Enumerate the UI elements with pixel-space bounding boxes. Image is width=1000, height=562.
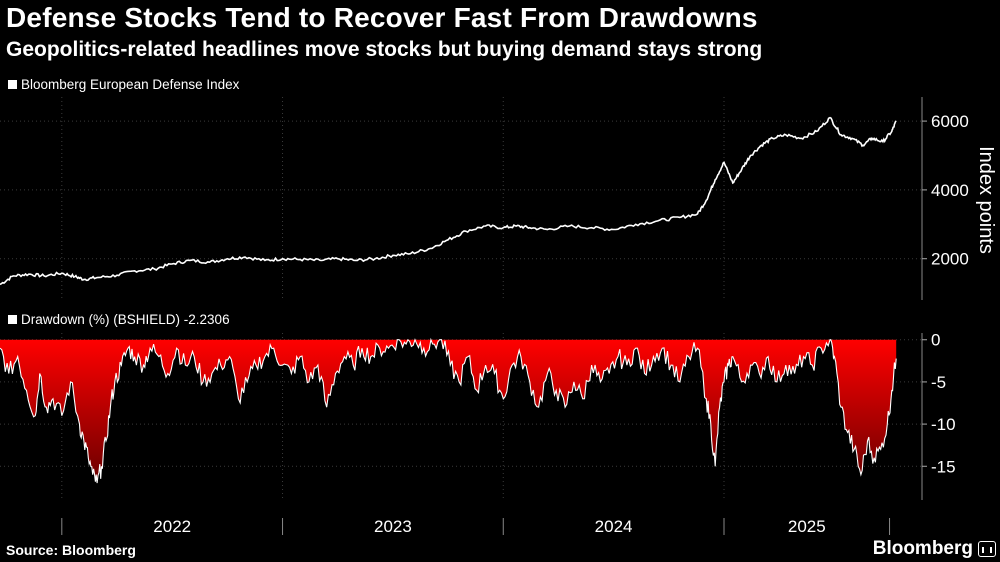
drawdown-line bbox=[0, 337, 897, 484]
index-y-tick-label: 6000 bbox=[931, 112, 969, 131]
brand-name: Bloomberg bbox=[872, 538, 973, 559]
index-gridlines bbox=[0, 97, 922, 300]
index-line bbox=[0, 116, 897, 286]
index-y-tick-label: 4000 bbox=[931, 181, 969, 200]
drawdown-legend-swatch bbox=[8, 315, 17, 324]
drawdown-y-tick-label: -5 bbox=[931, 373, 946, 392]
drawdown-area bbox=[0, 339, 897, 484]
bloomberg-terminal-icon bbox=[978, 541, 996, 557]
drawdown-y-tick-label: -15 bbox=[931, 457, 956, 476]
drawdown-legend: Drawdown (%) (BSHIELD) -2.2306 bbox=[8, 312, 230, 327]
x-axis-tick-label: 2024 bbox=[595, 517, 633, 536]
x-axis-tick-label: 2022 bbox=[153, 517, 191, 536]
x-axis-tick-label: 2023 bbox=[374, 517, 412, 536]
drawdown-legend-label: Drawdown (%) (BSHIELD) -2.2306 bbox=[21, 312, 230, 327]
drawdown-y-tick-label: -10 bbox=[931, 415, 956, 434]
brand-logo: Bloomberg bbox=[873, 538, 996, 560]
source-note: Source: Bloomberg bbox=[6, 542, 136, 558]
drawdown-y-ticks: 0 -5 -10 -15 bbox=[922, 331, 956, 476]
index-legend: Bloomberg European Defense Index bbox=[8, 77, 239, 92]
index-legend-swatch bbox=[8, 80, 17, 89]
index-legend-label: Bloomberg European Defense Index bbox=[21, 77, 240, 92]
chart-title: Defense Stocks Tend to Recover Fast From… bbox=[6, 2, 758, 33]
drawdown-y-tick-label: 0 bbox=[931, 331, 940, 350]
chart-subtitle: Geopolitics-related headlines move stock… bbox=[6, 38, 763, 61]
index-y-tick-label: 2000 bbox=[931, 250, 969, 269]
x-axis-tick-label: 2025 bbox=[788, 517, 826, 536]
x-axis-ticks: 2022 2023 2024 2025 bbox=[61, 517, 891, 536]
index-y-ticks: 2000 4000 6000 bbox=[922, 112, 969, 269]
index-y-axis-label: Index points bbox=[975, 146, 997, 254]
